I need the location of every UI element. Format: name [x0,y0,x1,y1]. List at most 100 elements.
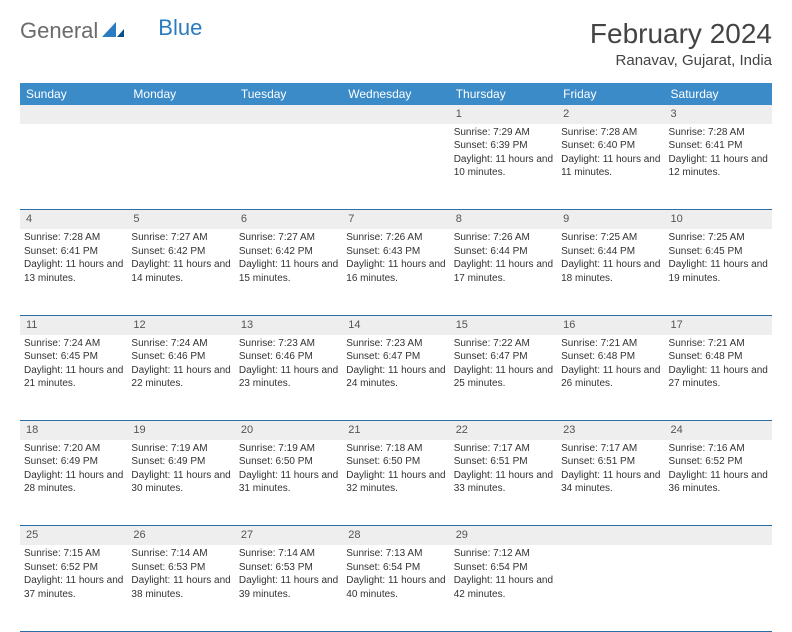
day-number-cell: 11 [20,315,127,334]
sunrise-text: Sunrise: 7:20 AM [24,442,123,456]
sunrise-text: Sunrise: 7:17 AM [561,442,660,456]
day-details-cell: Sunrise: 7:28 AMSunset: 6:41 PMDaylight:… [20,229,127,315]
weekday-header: Tuesday [235,83,342,105]
sunset-text: Sunset: 6:48 PM [561,350,660,364]
day-number-cell: 6 [235,210,342,229]
sunset-text: Sunset: 6:42 PM [239,245,338,259]
sunset-text: Sunset: 6:51 PM [454,455,553,469]
sunset-text: Sunset: 6:46 PM [131,350,230,364]
day-details-cell [127,124,234,210]
day-details-cell: Sunrise: 7:26 AMSunset: 6:43 PMDaylight:… [342,229,449,315]
daylight-text: Daylight: 11 hours and 14 minutes. [131,258,230,285]
day-details-row: Sunrise: 7:28 AMSunset: 6:41 PMDaylight:… [20,229,772,315]
day-details-cell [557,545,664,631]
daylight-text: Daylight: 11 hours and 33 minutes. [454,469,553,496]
day-number-cell: 5 [127,210,234,229]
daylight-text: Daylight: 11 hours and 17 minutes. [454,258,553,285]
daylight-text: Daylight: 11 hours and 24 minutes. [346,364,445,391]
sunrise-text: Sunrise: 7:15 AM [24,547,123,561]
sunset-text: Sunset: 6:51 PM [561,455,660,469]
day-number-cell: 13 [235,315,342,334]
day-details-row: Sunrise: 7:29 AMSunset: 6:39 PMDaylight:… [20,124,772,210]
logo-text-blue: Blue [158,15,202,41]
day-number-cell [20,105,127,124]
day-details-cell: Sunrise: 7:22 AMSunset: 6:47 PMDaylight:… [450,335,557,421]
daylight-text: Daylight: 11 hours and 21 minutes. [24,364,123,391]
sunrise-text: Sunrise: 7:16 AM [669,442,768,456]
day-number-cell: 26 [127,526,234,545]
weekday-header: Wednesday [342,83,449,105]
day-number-cell [342,105,449,124]
title-block: February 2024 Ranavav, Gujarat, India [590,18,772,69]
day-details-cell: Sunrise: 7:13 AMSunset: 6:54 PMDaylight:… [342,545,449,631]
sunrise-text: Sunrise: 7:25 AM [669,231,768,245]
day-number-cell [557,526,664,545]
sunrise-text: Sunrise: 7:24 AM [131,337,230,351]
day-details-cell: Sunrise: 7:28 AMSunset: 6:41 PMDaylight:… [665,124,772,210]
day-details-cell: Sunrise: 7:18 AMSunset: 6:50 PMDaylight:… [342,440,449,526]
day-number-cell: 21 [342,421,449,440]
sunset-text: Sunset: 6:48 PM [669,350,768,364]
daylight-text: Daylight: 11 hours and 37 minutes. [24,574,123,601]
daylight-text: Daylight: 11 hours and 19 minutes. [669,258,768,285]
sunset-text: Sunset: 6:42 PM [131,245,230,259]
day-details-cell: Sunrise: 7:23 AMSunset: 6:47 PMDaylight:… [342,335,449,421]
day-details-cell [20,124,127,210]
sunset-text: Sunset: 6:44 PM [454,245,553,259]
day-details-cell: Sunrise: 7:16 AMSunset: 6:52 PMDaylight:… [665,440,772,526]
logo: General Blue [20,18,202,44]
sunrise-text: Sunrise: 7:23 AM [239,337,338,351]
sunset-text: Sunset: 6:49 PM [24,455,123,469]
daylight-text: Daylight: 11 hours and 39 minutes. [239,574,338,601]
sunrise-text: Sunrise: 7:17 AM [454,442,553,456]
sunset-text: Sunset: 6:54 PM [346,561,445,575]
day-number-cell: 19 [127,421,234,440]
day-details-cell: Sunrise: 7:21 AMSunset: 6:48 PMDaylight:… [557,335,664,421]
month-title: February 2024 [590,18,772,50]
day-number-cell [665,526,772,545]
header: General Blue February 2024 Ranavav, Guja… [20,18,772,69]
day-details-cell: Sunrise: 7:17 AMSunset: 6:51 PMDaylight:… [557,440,664,526]
sunset-text: Sunset: 6:39 PM [454,139,553,153]
sunrise-text: Sunrise: 7:28 AM [669,126,768,140]
day-number-row: 11121314151617 [20,315,772,334]
day-number-cell: 12 [127,315,234,334]
day-number-row: 2526272829 [20,526,772,545]
weekday-header: Thursday [450,83,557,105]
day-details-cell: Sunrise: 7:19 AMSunset: 6:50 PMDaylight:… [235,440,342,526]
day-number-cell: 25 [20,526,127,545]
logo-sail-icon [102,18,124,44]
day-details-cell: Sunrise: 7:23 AMSunset: 6:46 PMDaylight:… [235,335,342,421]
day-number-cell: 20 [235,421,342,440]
day-details-cell [665,545,772,631]
sunset-text: Sunset: 6:50 PM [239,455,338,469]
sunset-text: Sunset: 6:47 PM [346,350,445,364]
daylight-text: Daylight: 11 hours and 30 minutes. [131,469,230,496]
day-number-cell: 23 [557,421,664,440]
sunrise-text: Sunrise: 7:21 AM [561,337,660,351]
sunset-text: Sunset: 6:47 PM [454,350,553,364]
daylight-text: Daylight: 11 hours and 40 minutes. [346,574,445,601]
logo-text-general: General [20,18,98,44]
day-number-cell: 8 [450,210,557,229]
day-number-cell: 22 [450,421,557,440]
sunset-text: Sunset: 6:41 PM [24,245,123,259]
day-details-cell: Sunrise: 7:24 AMSunset: 6:46 PMDaylight:… [127,335,234,421]
sunset-text: Sunset: 6:44 PM [561,245,660,259]
daylight-text: Daylight: 11 hours and 11 minutes. [561,153,660,180]
daylight-text: Daylight: 11 hours and 15 minutes. [239,258,338,285]
daylight-text: Daylight: 11 hours and 25 minutes. [454,364,553,391]
day-number-cell: 28 [342,526,449,545]
weekday-header: Monday [127,83,234,105]
sunset-text: Sunset: 6:43 PM [346,245,445,259]
sunrise-text: Sunrise: 7:25 AM [561,231,660,245]
sunrise-text: Sunrise: 7:14 AM [131,547,230,561]
sunrise-text: Sunrise: 7:22 AM [454,337,553,351]
day-number-row: 18192021222324 [20,421,772,440]
day-number-row: 45678910 [20,210,772,229]
day-details-cell: Sunrise: 7:27 AMSunset: 6:42 PMDaylight:… [127,229,234,315]
day-number-cell: 27 [235,526,342,545]
sunset-text: Sunset: 6:45 PM [24,350,123,364]
daylight-text: Daylight: 11 hours and 32 minutes. [346,469,445,496]
sunset-text: Sunset: 6:41 PM [669,139,768,153]
